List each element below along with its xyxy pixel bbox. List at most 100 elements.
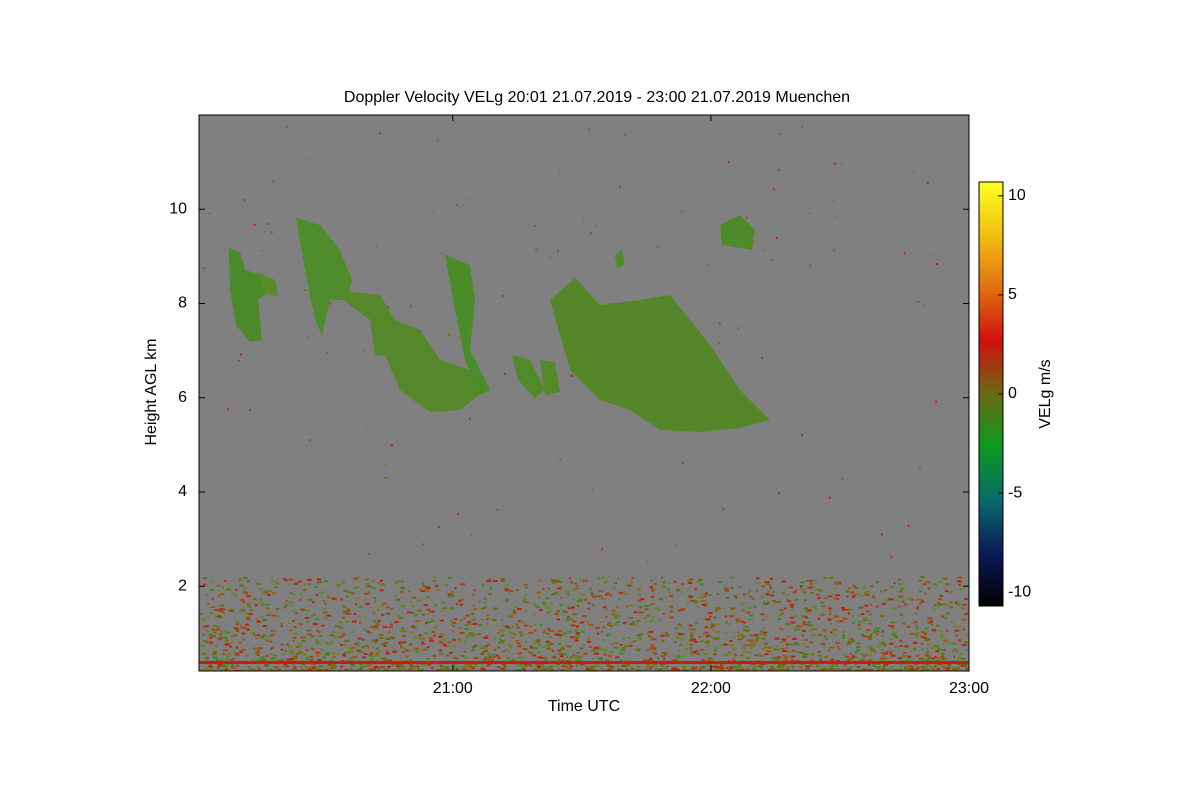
clutter-pixel [846,642,852,645]
clutter-pixel [818,589,823,592]
clutter-pixel [897,578,902,581]
clutter-pixel [898,595,903,598]
speckle [718,342,721,345]
clutter-pixel [268,640,272,643]
clutter-pixel [875,633,879,636]
clutter-pixel [571,588,577,591]
clutter-pixel [400,605,406,608]
clutter-pixel [762,631,768,634]
clutter-pixel [961,607,965,610]
clutter-pixel [393,669,398,671]
clutter-pixel [225,588,231,591]
clutter-pixel [444,644,447,647]
speckle [890,556,893,559]
clutter-pixel [542,665,545,668]
clutter-pixel [386,667,389,670]
clutter-pixel [614,616,617,619]
clutter-pixel [464,614,470,617]
clutter-pixel [710,623,713,626]
clutter-pixel [780,663,785,666]
clutter-pixel [523,668,526,671]
clutter-pixel [500,639,505,642]
clutter-pixel [930,623,934,626]
clutter-pixel [740,668,745,671]
clutter-pixel [292,655,298,658]
clutter-pixel [894,631,898,634]
clutter-pixel [452,644,456,647]
clutter-pixel [857,621,862,624]
speckle [556,249,559,252]
clutter-pixel [226,669,230,671]
clutter-pixel [223,649,229,652]
clutter-pixel [848,608,853,611]
clutter-pixel [760,633,764,636]
clutter-pixel [925,653,928,656]
clutter-pixel [232,658,236,661]
clutter-pixel [889,642,894,645]
speckle [448,333,451,336]
clutter-pixel [701,640,704,643]
clutter-pixel [328,642,332,645]
clutter-pixel [209,663,212,666]
x-tick-label: 22:00 [691,680,731,697]
clutter-pixel [729,586,734,589]
clutter-pixel [443,666,449,669]
clutter-pixel [717,631,720,634]
clutter-pixel [582,644,586,647]
clutter-pixel [426,621,432,624]
clutter-pixel [496,646,500,649]
clutter-pixel [637,649,640,652]
clutter-pixel [817,654,823,657]
clutter-pixel [821,613,825,616]
clutter-pixel [724,589,730,592]
clutter-pixel [577,655,583,658]
clutter-pixel [854,663,857,666]
clutter-pixel [283,578,286,581]
clutter-pixel [578,598,584,601]
clutter-pixel [363,629,367,632]
clutter-pixel [688,581,693,584]
clutter-pixel [516,664,520,667]
clutter-pixel [286,658,291,661]
clutter-pixel [789,643,794,646]
clutter-pixel [439,634,445,637]
clutter-pixel [301,663,306,666]
clutter-pixel [739,620,744,623]
clutter-pixel [306,629,311,632]
clutter-pixel [737,634,742,637]
clutter-pixel [543,629,546,632]
clutter-pixel [340,598,343,601]
clutter-pixel [812,605,817,608]
clutter-pixel [291,601,295,604]
clutter-pixel [471,649,476,652]
clutter-pixel [356,597,361,600]
clutter-pixel [775,645,779,648]
clutter-pixel [599,595,603,598]
clutter-pixel [497,657,501,660]
clutter-pixel [739,654,744,657]
clutter-pixel [273,654,278,657]
clutter-pixel [703,595,707,598]
speckle [243,199,246,202]
clutter-pixel [267,668,272,671]
clutter-pixel [341,581,346,584]
clutter-pixel [388,626,393,629]
clutter-pixel [312,668,316,671]
clutter-pixel [835,641,840,644]
clutter-pixel [566,593,570,596]
clutter-pixel [343,654,347,657]
clutter-pixel [575,632,581,635]
clutter-pixel [790,606,794,609]
clutter-pixel [399,590,404,593]
clutter-pixel [356,576,360,579]
clutter-pixel [499,641,505,644]
colorbar-tick-label: -10 [1008,583,1031,600]
clutter-pixel [556,659,561,662]
clutter-pixel [821,612,825,615]
clutter-pixel [292,636,297,639]
clutter-pixel [618,591,623,594]
clutter-pixel [689,637,693,640]
clutter-pixel [625,669,628,671]
clutter-pixel [775,657,779,660]
clutter-pixel [454,587,457,590]
